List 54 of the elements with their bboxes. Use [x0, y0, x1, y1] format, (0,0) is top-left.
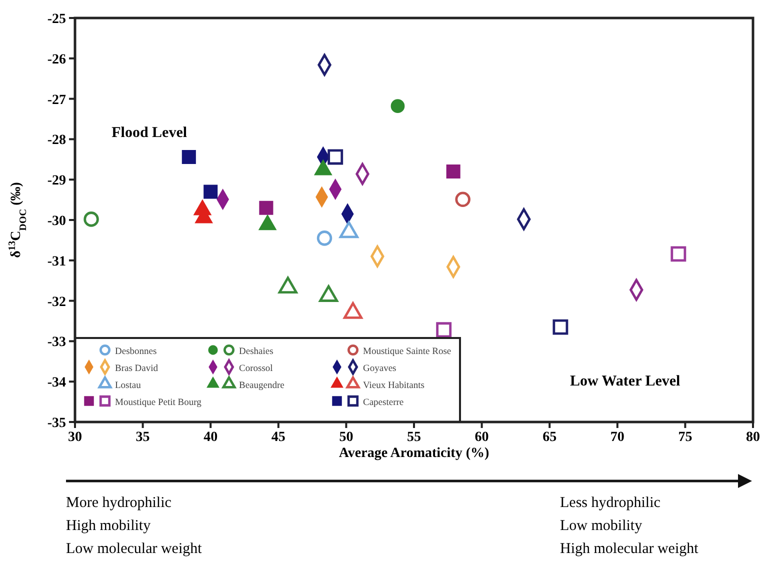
legend-label: Capesterre [363, 398, 404, 408]
y-tick-label: -26 [47, 52, 66, 68]
legend-label: Corossol [239, 364, 274, 374]
text: High mobility [66, 518, 152, 534]
y-tick-label: -31 [47, 254, 66, 270]
y-tick-label: -30 [47, 214, 66, 229]
legend-label: Deshaies [239, 347, 274, 357]
x-axis-title: Average Aromaticity (%) [338, 446, 490, 461]
x-tick-label: 35 [136, 430, 150, 445]
y-tick-label: -29 [47, 174, 66, 189]
point [446, 164, 460, 179]
legend-label: Moustique Petit Bourg [115, 398, 202, 408]
x-tick-label: 80 [746, 430, 760, 445]
x-tick-label: 60 [474, 430, 489, 445]
point [436, 322, 452, 338]
y-tick-label: -32 [47, 294, 66, 310]
legend-label: Desbonnes [115, 347, 157, 357]
text: Low mobility [560, 518, 643, 534]
point [552, 319, 568, 335]
point [204, 184, 218, 199]
y-tick-label: -33 [47, 335, 66, 350]
annotation: Low Water Level [570, 374, 680, 390]
y-tick-label: -27 [47, 92, 66, 108]
point [182, 150, 196, 164]
x-tick-label: 45 [271, 430, 286, 445]
point [328, 149, 344, 165]
x-tick-label: 30 [68, 430, 82, 445]
text: High molecular weight [560, 541, 700, 557]
legend-label: Bras David [115, 364, 158, 374]
legend-label: Vieux Habitants [363, 381, 425, 391]
point [259, 200, 274, 215]
y-tick-label: -25 [47, 12, 66, 27]
y-tick-label: -35 [47, 416, 66, 431]
x-tick-label: 55 [407, 430, 421, 445]
point [455, 192, 470, 208]
legend-label: Beaugendre [239, 381, 284, 391]
x-tick-label: 40 [204, 430, 218, 445]
x-tick-label: 70 [610, 430, 624, 445]
annotation: Flood Level [112, 125, 188, 142]
legend-label: Moustique Sainte Rose [363, 347, 452, 357]
text: Low molecular weight [66, 541, 203, 557]
x-tick-label: 50 [339, 430, 354, 445]
point [390, 99, 405, 113]
point [316, 230, 332, 246]
legend-label: Lostau [115, 381, 142, 391]
point [84, 212, 99, 227]
text: More hydrophilic [66, 495, 172, 511]
y-tick-label: -34 [47, 376, 66, 391]
point [670, 246, 686, 262]
x-tick-label: 75 [678, 430, 692, 445]
text: Less hydrophilic [560, 495, 661, 511]
y-tick-label: -28 [47, 133, 66, 148]
x-tick-label: 65 [542, 430, 557, 445]
legend-label: Goyaves [363, 364, 397, 374]
